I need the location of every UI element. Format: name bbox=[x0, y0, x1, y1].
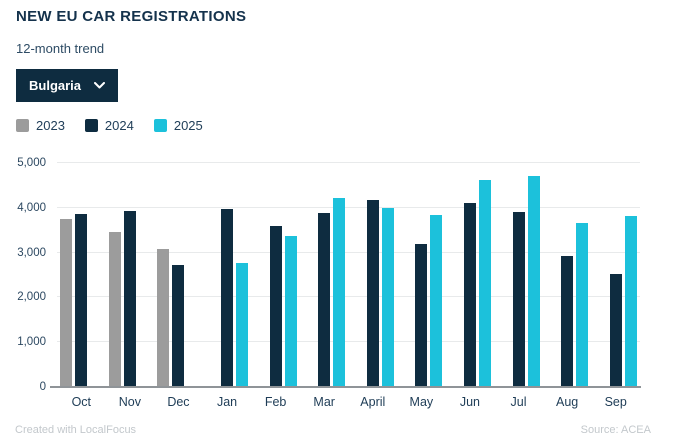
bar-group-feb bbox=[251, 163, 300, 387]
legend-swatch-2025 bbox=[153, 119, 167, 132]
bar-group-aug bbox=[543, 163, 592, 387]
bar-2024-feb[interactable] bbox=[269, 226, 282, 387]
legend-label: 2024 bbox=[104, 118, 134, 133]
bar-2024-jan[interactable] bbox=[221, 209, 234, 387]
bar-2025-mar[interactable] bbox=[333, 198, 346, 387]
gridline-5000 bbox=[57, 162, 640, 163]
gridline-2000 bbox=[57, 296, 640, 298]
x-tick-label-jun: Jun bbox=[459, 395, 481, 409]
bar-group-may bbox=[397, 163, 446, 387]
bar-2023-oct[interactable] bbox=[60, 219, 73, 387]
country-dropdown-value: Bulgaria bbox=[29, 78, 82, 93]
bar-2023-nov[interactable] bbox=[108, 232, 121, 387]
y-tick-label-5000: 5,000 bbox=[17, 157, 46, 169]
x-tick-label-oct: Oct bbox=[71, 395, 92, 409]
bar-2025-may[interactable] bbox=[430, 215, 443, 387]
bar-2024-may[interactable] bbox=[415, 244, 428, 387]
bar-2024-nov[interactable] bbox=[123, 210, 136, 387]
x-tick-label-april: April bbox=[360, 395, 386, 409]
legend: 2023 2024 2025 bbox=[16, 118, 203, 133]
source-text: Source: ACEA bbox=[580, 424, 651, 434]
x-tick-label-sep: Sep bbox=[604, 395, 627, 409]
bar-2025-jan[interactable] bbox=[236, 263, 249, 387]
x-tick-label-feb: Feb bbox=[264, 395, 287, 409]
bar-2024-dec[interactable] bbox=[172, 265, 185, 387]
x-tick-label-jul: Jul bbox=[510, 395, 527, 409]
bar-group-dec bbox=[154, 163, 203, 387]
bar-2025-jun[interactable] bbox=[478, 179, 491, 387]
credit-text: Created with LocalFocus bbox=[15, 424, 137, 434]
legend-label: 2025 bbox=[173, 118, 203, 133]
y-tick-label-3000: 3,000 bbox=[17, 246, 46, 259]
y-tick-label-2000: 2,000 bbox=[17, 291, 46, 304]
legend-swatch-2024 bbox=[84, 119, 98, 132]
chart-subtitle: 12-month trend bbox=[16, 41, 105, 56]
x-tick-label-jan: Jan bbox=[216, 395, 238, 409]
legend-item-2023: 2023 bbox=[16, 118, 65, 133]
x-tick-label-mar: Mar bbox=[313, 395, 335, 409]
y-tick-label-0: 0 bbox=[39, 381, 46, 393]
x-axis: Oct Nov Dec Jan Feb Mar April May Jun Jul Aug Sep bbox=[57, 395, 640, 411]
gridline-4000 bbox=[57, 206, 640, 208]
x-axis-line bbox=[50, 386, 641, 388]
y-axis: 0 1,000 2,000 3,000 4,000 5,000 bbox=[0, 157, 46, 393]
bar-group-jan bbox=[203, 163, 252, 387]
bar-2024-jun[interactable] bbox=[463, 203, 476, 387]
chevron-down-icon bbox=[94, 82, 106, 89]
bar-group-oct bbox=[57, 163, 106, 387]
legend-swatch-2023 bbox=[16, 119, 29, 132]
bar-2024-sep[interactable] bbox=[609, 274, 622, 387]
bar-group-nov bbox=[106, 163, 155, 387]
gridline-3000 bbox=[57, 251, 640, 253]
bar-2025-feb[interactable] bbox=[284, 236, 297, 387]
x-tick-label-aug: Aug bbox=[555, 395, 579, 409]
bar-2025-jul[interactable] bbox=[527, 175, 540, 387]
x-tick-label-dec: Dec bbox=[167, 395, 190, 409]
bar-2025-april[interactable] bbox=[381, 207, 394, 387]
bar-2023-dec[interactable] bbox=[157, 248, 170, 387]
bar-group-april bbox=[349, 163, 398, 387]
bar-group-jun bbox=[446, 163, 495, 387]
legend-item-2024: 2024 bbox=[84, 118, 134, 133]
gridline-1000 bbox=[57, 341, 640, 343]
y-tick-label-4000: 4,000 bbox=[17, 201, 46, 214]
bar-2025-aug[interactable] bbox=[576, 222, 589, 387]
x-tick-label-may: May bbox=[409, 395, 434, 409]
bar-group-jul bbox=[494, 163, 543, 387]
plot-area bbox=[57, 162, 640, 387]
bar-2024-oct[interactable] bbox=[75, 213, 88, 387]
bar-group-sep bbox=[591, 163, 640, 387]
bar-2024-aug[interactable] bbox=[561, 255, 574, 387]
legend-item-2025: 2025 bbox=[153, 118, 203, 133]
bar-2024-jul[interactable] bbox=[512, 212, 525, 387]
y-tick-label-1000: 1,000 bbox=[17, 336, 46, 349]
bar-2024-mar[interactable] bbox=[318, 212, 331, 387]
bar-2024-april[interactable] bbox=[366, 199, 379, 387]
legend-label: 2023 bbox=[36, 118, 65, 133]
bar-group-mar bbox=[300, 163, 349, 387]
bar-2025-sep[interactable] bbox=[624, 215, 637, 387]
x-tick-label-nov: Nov bbox=[118, 395, 141, 409]
country-dropdown[interactable]: Bulgaria bbox=[16, 69, 119, 102]
page-title: NEW EU CAR REGISTRATIONS bbox=[16, 8, 247, 25]
